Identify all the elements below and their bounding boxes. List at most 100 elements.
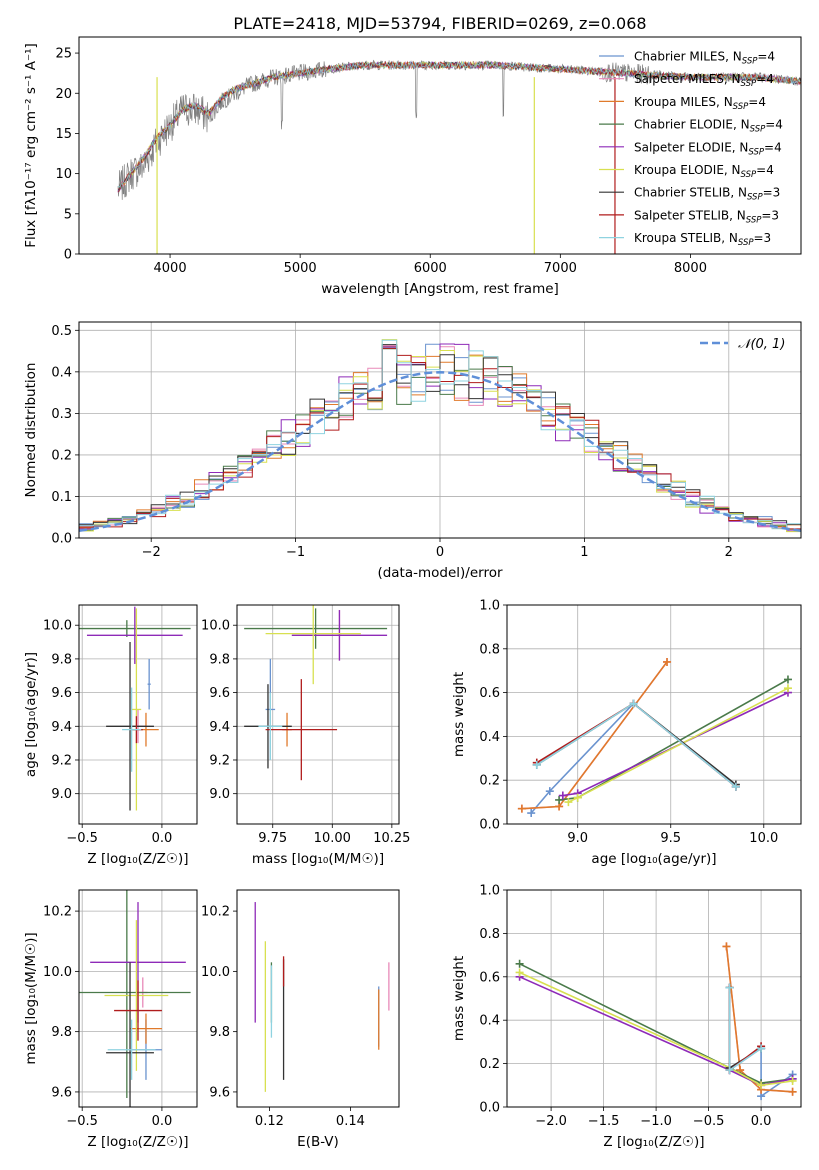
plot-area-age_vs_mass (244, 605, 388, 781)
y-tick-label: 9.6 (209, 1085, 230, 1100)
series-point (783, 684, 792, 693)
y-tick-label: 15 (55, 127, 72, 142)
series-line (519, 976, 793, 1087)
series-point (558, 791, 567, 800)
series-point (722, 942, 731, 951)
series-line (519, 963, 793, 1084)
x-tick-label: 7000 (544, 261, 577, 276)
chart-spectrum: 4000 5000 6000 7000 8000 0 5 10 15 20 25 wavelength… (23, 36, 802, 297)
series-line (568, 687, 789, 803)
axes-frame (78, 604, 198, 825)
y-tick-label: 0.4 (479, 730, 500, 745)
legend-label: Kroupa MILES, NSSP=4 (634, 95, 766, 112)
y-tick-label: 9.8 (209, 1025, 230, 1040)
residuals-legend: 𝒩(0, 1) (700, 337, 785, 352)
series-point (573, 793, 582, 802)
series-line (521, 661, 668, 810)
y-tick-label: 0.3 (51, 407, 72, 422)
y-tick-label: 1.0 (479, 599, 500, 614)
y-axis-label: mass weight (451, 672, 467, 757)
series-point (731, 782, 740, 791)
y-tick-label: 0.5 (51, 324, 72, 339)
x-tick-label: −0.5 (66, 831, 98, 846)
series-point (663, 657, 672, 666)
chart-residuals: −2 −1 0 1 2 0.0 0.1 0.2 0.3 0.4 0.5 (data-model)/er… (23, 321, 802, 581)
y-tick-label: 5 (64, 207, 72, 222)
chart-age_vs_Z: −0.5 0.0 9.0 9.2 9.4 9.6 9.8 10.0 Z [log₁₀(Z/Z☉)… (23, 604, 198, 867)
y-tick-label: 0.0 (479, 818, 500, 833)
plot-area-spectrum (117, 59, 801, 254)
series-point (629, 699, 638, 708)
x-tick-label: −1.0 (640, 1114, 672, 1129)
series-point (725, 1066, 734, 1075)
y-tick-label: 0.4 (51, 365, 72, 380)
grid-age_vs_mass (237, 605, 399, 824)
y-tick-label: 0.0 (479, 1101, 500, 1116)
series-point (517, 804, 526, 813)
y-tick-label: 9.4 (209, 720, 230, 735)
legend-label: Kroupa ELODIE, NSSP=4 (634, 163, 774, 180)
x-tick-label: 10.00 (314, 831, 351, 846)
chart-mass_vs_Z: −0.5 0.0 9.6 9.8 10.0 10.2 Z [log₁₀(Z/Z☉)] mass… (23, 889, 198, 1150)
x-tick-label: 10.25 (373, 831, 410, 846)
y-tick-label: 10.0 (201, 619, 230, 634)
x-tick-label: 6000 (414, 261, 447, 276)
series-point (564, 798, 573, 807)
y-tick-label: 0.0 (51, 532, 72, 547)
series-point (783, 675, 792, 684)
series-line (728, 987, 762, 1072)
y-tick-label: 10.0 (43, 619, 72, 634)
y-tick-label: 9.8 (209, 652, 230, 667)
x-tick-label: 0.14 (336, 1114, 365, 1129)
y-tick-label: 0.6 (479, 970, 500, 985)
series-point (555, 795, 564, 804)
x-axis-label: mass [log₁₀(M/M☉)] (252, 851, 384, 867)
y-tick-label: 9.0 (209, 787, 230, 802)
legend-label: Chabrier MILES, NSSP=4 (634, 50, 775, 67)
y-tick-label: 0.2 (479, 774, 500, 789)
y-tick-label: 9.2 (209, 753, 230, 768)
y-tick-label: 0.8 (479, 642, 500, 657)
y-axis-label: age [log₁₀(age/yr)] (23, 652, 39, 777)
x-tick-label: 0.0 (152, 831, 173, 846)
x-tick-label: −2 (142, 545, 161, 560)
y-axis-label: Flux [fλ10⁻¹⁷ erg cm⁻² s⁻¹ A⁻¹] (23, 43, 39, 248)
y-axis-label: Normed distribution (23, 363, 39, 498)
y-axis-label: mass [log₁₀(M/M☉)] (23, 932, 39, 1064)
plot-area-weight_vs_age (517, 657, 792, 818)
series-point (527, 809, 536, 818)
grid-age_vs_Z (79, 605, 197, 824)
x-tick-label: −2.0 (535, 1114, 567, 1129)
y-tick-label: 25 (55, 47, 72, 62)
series-line (521, 661, 668, 810)
axes-frame (78, 889, 198, 1108)
y-tick-label: 9.4 (51, 720, 72, 735)
series-line (519, 971, 793, 1087)
plot-area-residuals (79, 339, 801, 538)
x-tick-label: 1 (580, 545, 588, 560)
x-tick-label: 4000 (154, 261, 187, 276)
y-tick-label: 9.6 (51, 1085, 72, 1100)
y-tick-label: 20 (55, 87, 72, 102)
axes-frame (506, 889, 802, 1108)
axes-frame (78, 36, 802, 255)
legend-label: 𝒩(0, 1) (738, 337, 785, 352)
x-tick-label: 5000 (284, 261, 317, 276)
x-axis-label: Z [log₁₀(Z/Z☉)] (87, 851, 188, 867)
plot-area-mass_vs_Z (79, 890, 191, 1107)
y-tick-label: 10.0 (201, 965, 230, 980)
legend-label: Salpeter STELIB, NSSP=3 (634, 208, 779, 225)
y-tick-label: 9.6 (209, 686, 230, 701)
x-axis-label: E(B-V) (297, 1134, 339, 1150)
x-tick-label: 0 (436, 545, 444, 560)
axes-frame (236, 604, 400, 825)
x-axis-label: age [log₁₀(age/yr)] (591, 851, 716, 867)
y-tick-label: 0.6 (479, 686, 500, 701)
x-tick-label: 0.12 (255, 1114, 284, 1129)
y-tick-label: 0.2 (51, 448, 72, 463)
series-point (725, 983, 734, 992)
plot-area-age_vs_Z (79, 606, 191, 811)
y-tick-label: 9.8 (51, 652, 72, 667)
x-tick-label: 10.0 (749, 831, 778, 846)
